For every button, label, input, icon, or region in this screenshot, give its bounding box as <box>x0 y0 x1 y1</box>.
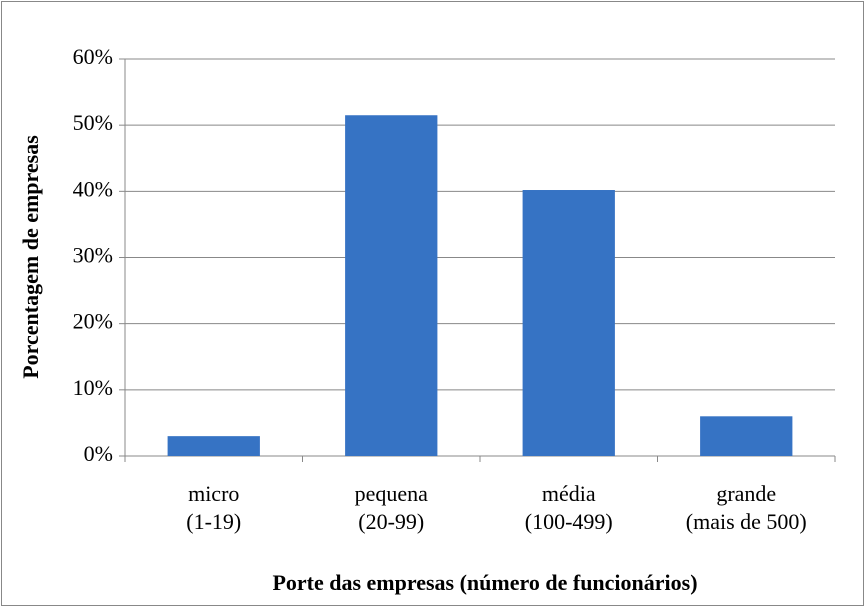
y-tick-label: 20% <box>73 309 113 334</box>
x-tick-label: (20-99) <box>358 509 424 534</box>
x-tick-label: pequena <box>355 481 429 506</box>
x-tick-label: média <box>542 481 596 506</box>
y-tick-label: 50% <box>73 110 113 135</box>
bar <box>522 190 615 456</box>
y-tick-label: 0% <box>84 441 113 466</box>
y-axis-title: Porcentagem de empresas <box>18 135 43 379</box>
y-tick-label: 60% <box>73 44 113 69</box>
x-tick-label: micro <box>188 481 239 506</box>
bar <box>345 115 438 456</box>
bar <box>167 436 260 456</box>
x-tick-label: (mais de 500) <box>686 509 807 534</box>
x-tick-label: (100-499) <box>525 509 613 534</box>
y-tick-label: 40% <box>73 176 113 201</box>
x-axis-title: Porte das empresas (número de funcionári… <box>272 570 697 595</box>
y-tick-label: 10% <box>73 375 113 400</box>
bar <box>700 416 793 456</box>
x-tick-label: grande <box>716 481 776 506</box>
x-tick-label: (1-19) <box>186 509 241 534</box>
y-tick-label: 30% <box>73 243 113 268</box>
